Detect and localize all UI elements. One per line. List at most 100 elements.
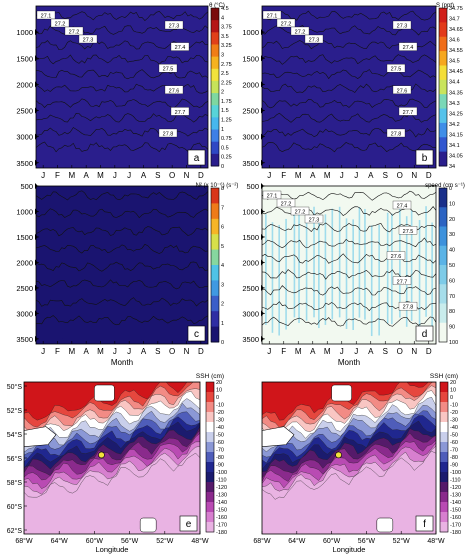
speed-streak (345, 218, 348, 330)
land-mask (139, 517, 157, 533)
colorbar-frame (205, 381, 215, 533)
colorbar-swatch (439, 22, 447, 38)
isopycnal-label: 27.4 (403, 45, 414, 51)
y-tick-label: 3500 (16, 335, 33, 344)
speed-streak (410, 210, 413, 321)
colorbar-swatch (439, 151, 447, 167)
isopycnal-line (36, 127, 208, 137)
x-tick-label: N (411, 171, 417, 180)
colorbar-tick-label: -20 (216, 410, 224, 416)
colorbar-swatch (439, 284, 447, 304)
colorbar-swatch (211, 105, 219, 118)
x-tick-label: M (68, 171, 75, 180)
colorbar-tick-label: 1.75 (221, 99, 232, 105)
panel-frame (261, 381, 437, 535)
mooring-depth-marker (35, 107, 38, 114)
colorbar-swatch (440, 462, 448, 473)
x-tick-label: D (198, 171, 204, 180)
y-tick-label: 500 (20, 182, 33, 191)
y-tick-label: 3500 (16, 159, 33, 168)
colorbar-tick-label: 2.75 (221, 62, 232, 68)
x-tick-label: 52°W (156, 537, 174, 545)
panel-frame (35, 5, 209, 169)
colorbar-tick-label: -180 (450, 530, 461, 536)
mooring-depth-marker (35, 55, 38, 62)
speed-streak (352, 219, 354, 330)
mooring-depth-marker (261, 133, 264, 140)
colorbar-tick-label: 34.65 (449, 27, 463, 33)
colorbar-swatch (439, 303, 447, 324)
colorbar-swatch (211, 68, 219, 82)
x-tick-label: M (68, 347, 75, 356)
colorbar-swatch (440, 382, 448, 393)
y-tick-label: 1000 (16, 28, 33, 37)
mooring-marker (335, 451, 342, 459)
x-tick-label: J (127, 347, 131, 356)
x-tick-label: J (267, 347, 271, 356)
colorbar-tick-label: -160 (216, 515, 227, 521)
colorbar-tick-label: 2 (221, 302, 224, 308)
colorbar-swatch (439, 65, 447, 81)
colorbar-swatch (206, 462, 214, 473)
isopycnal-label-box (158, 128, 178, 138)
isopycnal-label: 27.8 (403, 305, 414, 311)
colorbar-tick-label: 4 (221, 263, 224, 269)
speed-streak (364, 208, 366, 320)
isopycnal-label-box (262, 190, 282, 200)
colorbar-swatch (439, 245, 447, 266)
colorbar-d: 0 10 20 30 40 50 60 70 80 90 100 (438, 186, 458, 346)
colorbar-swatch (211, 117, 219, 131)
colorbar-tick-label: 3.25 (221, 43, 232, 49)
colorbar-label-a: θ (°C) (209, 3, 225, 9)
panel-letter-c: c (187, 325, 206, 342)
colorbar-swatch (206, 422, 214, 433)
isopycnal-label: 27.7 (175, 110, 186, 116)
x-tick-label: F (281, 347, 286, 356)
colorbar-tick-label: 4.5 (221, 6, 229, 12)
colorbar-tick-label: -30 (216, 418, 224, 424)
y-tick-label: 2500 (16, 107, 33, 116)
isopycnal-label: 27.2 (69, 30, 80, 36)
colorbar-swatch (206, 402, 214, 413)
colorbar-swatch (440, 502, 448, 513)
land-mask (331, 384, 352, 402)
colorbar-swatch (440, 452, 448, 463)
x-tick-label: A (368, 171, 374, 180)
colorbar-swatch (206, 472, 214, 483)
mooring-depth-marker (35, 208, 38, 215)
land-mask (94, 384, 115, 402)
isopycnal-label: 27.3 (397, 24, 408, 30)
isopycnal-label: 27.4 (397, 204, 408, 210)
x-axis-label-c: Month (111, 358, 133, 367)
colorbar-tick-label: 1.25 (221, 118, 232, 124)
colorbar-tick-label: 100 (449, 340, 458, 346)
speed-streak (305, 210, 308, 321)
colorbar-tick-label: -40 (450, 425, 458, 431)
isopycnal-line (36, 69, 208, 80)
isopycnal-label: 27.2 (281, 22, 292, 28)
colorbar-swatch (206, 382, 214, 393)
colorbar-tick-label: -50 (216, 433, 224, 439)
x-tick-label: M (97, 171, 104, 180)
isopycnal-label-box (36, 10, 56, 20)
isopycnal-label: 27.8 (391, 132, 402, 138)
colorbar-tick-label: 3.5 (221, 34, 229, 40)
band (262, 186, 436, 344)
speed-streak (271, 222, 274, 333)
y-tick-label: 52°S (7, 407, 23, 415)
colorbar-label-f: SSH (cm) (430, 373, 458, 380)
y-axis-a: 1000 1500 2000 2500 3000 3500 (16, 28, 39, 168)
colorbar-swatch (211, 44, 219, 58)
colorbar-tick-label: 34 (449, 164, 455, 170)
isopycnal-line (36, 98, 208, 109)
isopycnal-line (262, 190, 436, 201)
x-tick-label: J (267, 171, 271, 180)
colorbar-tick-label: -130 (216, 493, 227, 499)
isopycnal-label-box (290, 26, 310, 36)
speed-streak (278, 224, 280, 336)
x-tick-label: N (184, 347, 190, 356)
y-tick-label: 2000 (16, 80, 33, 89)
ssh-field (24, 382, 200, 534)
